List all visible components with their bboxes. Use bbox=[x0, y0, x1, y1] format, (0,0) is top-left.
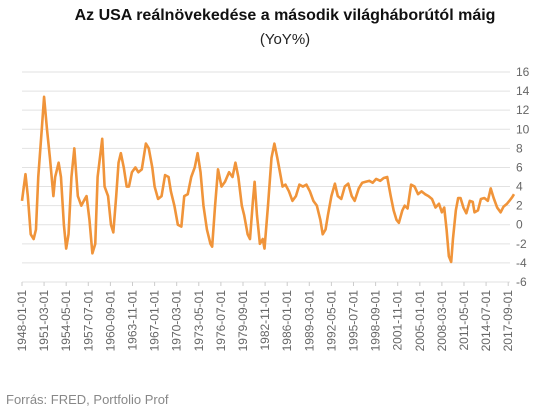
y-tick-label: 8 bbox=[516, 141, 523, 155]
x-tick-label: 1986-01-01 bbox=[280, 290, 294, 352]
x-tick-label: 2017-09-01 bbox=[501, 290, 515, 352]
x-tick-label: 2001-11-01 bbox=[391, 290, 405, 351]
x-tick-label: 1951-03-01 bbox=[37, 290, 51, 352]
x-tick-label: 1982-11-01 bbox=[258, 290, 272, 351]
chart-subtitle: (YoY%) bbox=[260, 31, 310, 48]
x-tick-label: 1963-11-01 bbox=[125, 290, 139, 351]
chart-title: Az USA reálnövekedése a második világháb… bbox=[75, 7, 496, 24]
y-tick-label: 10 bbox=[516, 122, 530, 136]
x-tick-label: 1948-01-01 bbox=[15, 290, 29, 352]
y-tick-label: 2 bbox=[516, 199, 523, 213]
y-tick-label: 6 bbox=[516, 160, 523, 174]
x-tick-label: 1957-07-01 bbox=[81, 290, 95, 352]
y-tick-label: 16 bbox=[516, 65, 530, 79]
source-note: Forrás: FRED, Portfolio Prof bbox=[6, 392, 169, 407]
y-tick-label: 0 bbox=[516, 218, 523, 232]
x-tick-label: 1967-01-01 bbox=[148, 290, 162, 352]
y-tick-label: -6 bbox=[516, 275, 527, 289]
y-tick-label: 4 bbox=[516, 180, 523, 194]
x-tick-label: 1960-09-01 bbox=[103, 290, 117, 352]
y-tick-label: -2 bbox=[516, 237, 527, 251]
x-tick-label: 1992-05-01 bbox=[324, 290, 338, 352]
y-tick-label: -4 bbox=[516, 256, 527, 270]
x-tick-label: 1976-07-01 bbox=[214, 290, 228, 352]
x-tick-label: 1954-05-01 bbox=[59, 290, 73, 352]
x-tick-label: 2008-03-01 bbox=[435, 290, 449, 352]
x-tick-label: 2005-01-01 bbox=[413, 290, 427, 352]
x-tick-label: 2011-05-01 bbox=[457, 290, 471, 351]
x-tick-label: 1998-09-01 bbox=[369, 290, 383, 352]
x-tick-label: 1979-09-01 bbox=[236, 290, 250, 352]
data-line bbox=[20, 95, 516, 264]
y-tick-label: 12 bbox=[516, 103, 530, 117]
x-tick-label: 2014-07-01 bbox=[479, 290, 493, 352]
x-tick-label: 1989-03-01 bbox=[302, 290, 316, 352]
x-tick-label: 1970-03-01 bbox=[170, 290, 184, 352]
y-tick-label: 14 bbox=[516, 84, 530, 98]
x-tick-label: 1995-07-01 bbox=[346, 290, 360, 352]
x-tick-label: 1973-05-01 bbox=[192, 290, 206, 352]
